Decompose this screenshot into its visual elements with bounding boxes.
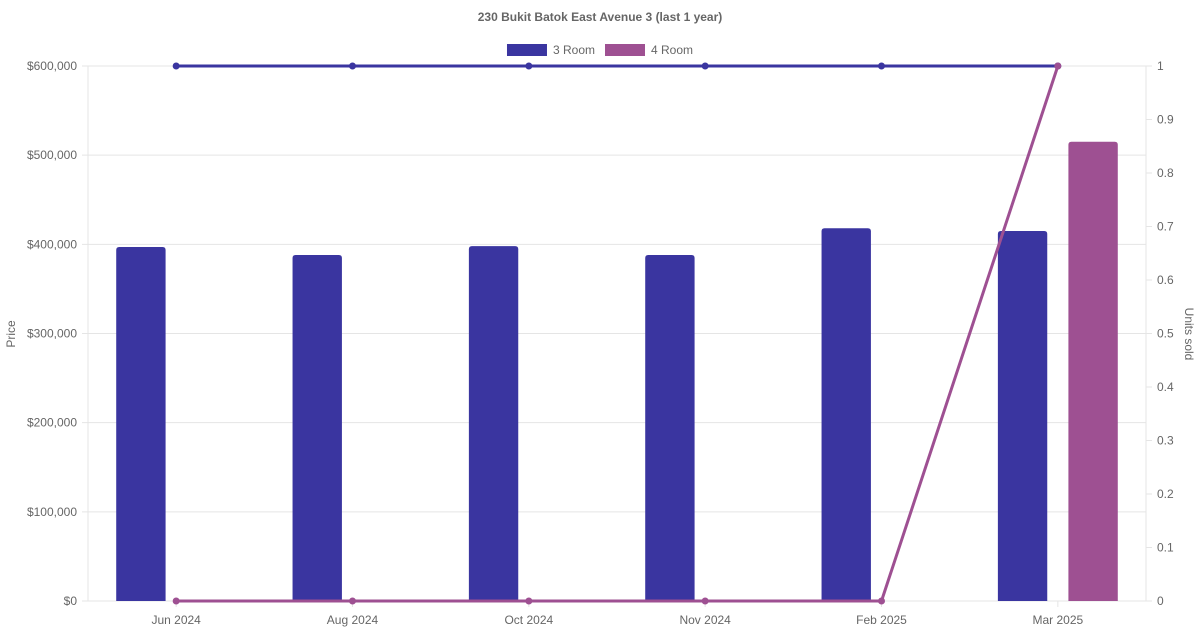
x-tick-label: Aug 2024 [327,613,379,627]
y2-axis-title: Units sold [1182,308,1196,361]
x-tick-label: Feb 2025 [856,613,907,627]
point-4-room [349,597,356,605]
bar-3-room [997,230,1048,602]
y2-tick-label: 1 [1157,59,1164,73]
y2-tick-label: 0.9 [1157,113,1174,127]
point-4-room [701,597,709,605]
point-3-room [525,62,533,70]
x-tick-label: Oct 2024 [504,613,553,627]
y-tick-label: $500,000 [27,148,77,162]
chart-title: 230 Bukit Batok East Avenue 3 (last 1 ye… [478,10,723,24]
bar-4-room [1068,141,1118,601]
x-tick-label: Mar 2025 [1032,613,1083,627]
x-tick-label: Jun 2024 [151,613,201,627]
y2-tick-label: 0.2 [1157,487,1174,501]
lines [172,62,1062,605]
point-4-room [878,597,885,605]
legend[interactable]: 3 Room 4 Room [506,43,693,57]
bar-3-room [468,246,519,601]
bar-3-room [645,255,695,602]
point-3-room [172,62,180,70]
legend-item-3-room[interactable]: 3 Room [506,43,595,57]
point-3-room [701,62,709,70]
y2-tick-label: 0.4 [1157,380,1174,394]
legend-swatch [605,44,645,56]
y2-tick-label: 0 [1157,594,1164,608]
point-3-room [349,62,356,70]
y-tick-label: $600,000 [27,59,77,73]
line-4-room [176,65,1060,603]
y2-tick-label: 0.8 [1157,166,1174,180]
y-tick-label: $0 [64,594,78,608]
y2-tick-label: 0.6 [1157,273,1174,287]
legend-swatch [506,44,547,56]
bar-3-room [116,247,166,601]
y-tick-label: $400,000 [27,237,77,251]
legend-item-4-room[interactable]: 4 Room [605,43,693,57]
gridlines [82,65,1152,607]
y2-tick-label: 0.7 [1157,220,1174,234]
legend-label: 3 Room [553,43,595,57]
x-tick-label: Nov 2024 [679,613,731,627]
point-4-room [525,597,533,605]
y-tick-label: $100,000 [27,505,77,519]
point-3-room [878,62,885,70]
y2-tick-label: 0.5 [1157,327,1174,341]
bar-3-room [821,228,871,602]
y-axis-title: Price [4,320,18,348]
bars [116,141,1118,602]
y-tick-label: $200,000 [27,416,77,430]
y2-tick-label: 0.3 [1157,434,1174,448]
point-4-room [172,597,180,605]
y-tick-label: $300,000 [27,327,77,341]
y2-tick-label: 0.1 [1157,541,1174,555]
point-4-room [1054,62,1062,70]
legend-label: 4 Room [651,43,693,57]
axes: $0 $100,000 $200,000 $300,000 $400,000 $500,0… [27,59,1174,627]
bar-3-room [292,255,342,602]
